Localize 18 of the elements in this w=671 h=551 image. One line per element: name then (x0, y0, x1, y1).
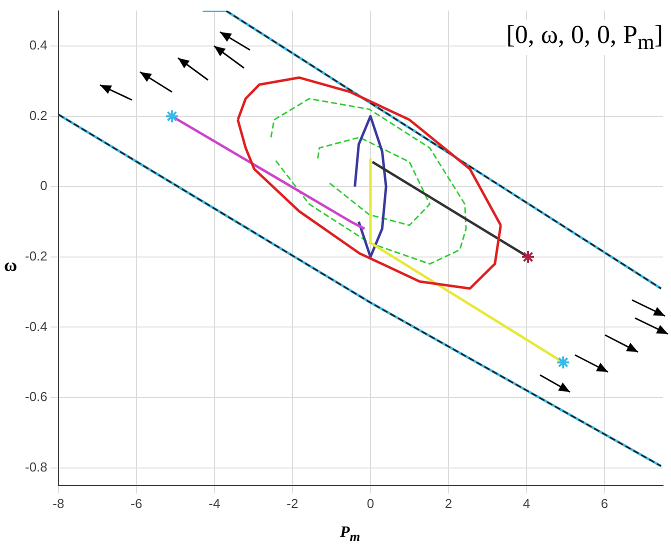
x-tick-label: 2 (444, 496, 452, 511)
x-tick-label: -8 (52, 496, 64, 511)
y-tick-label: 0.4 (29, 38, 48, 53)
x-tick-label: 4 (522, 496, 530, 511)
y-tick-label: -0.4 (24, 318, 48, 334)
x-tick-label: -4 (208, 496, 220, 511)
y-tick-label: -0.6 (24, 389, 48, 404)
x-axis-title: P$_{m}$ (340, 524, 360, 546)
y-tick-label: -0.8 (24, 459, 48, 474)
y-tick-label: 0.2 (29, 108, 48, 123)
y-axis-title: ω (4, 255, 18, 276)
y-tick-label: -0.2 (24, 248, 48, 264)
annotation: [0, ω, 0, 0, P$_{m}$] (506, 20, 663, 56)
y-tick-label: 0 (40, 178, 48, 194)
x-tick-label: 0 (366, 496, 374, 511)
x-tick-label: 6 (600, 496, 608, 511)
x-tick-label: -6 (130, 496, 142, 511)
x-tick-label: -2 (286, 496, 298, 511)
